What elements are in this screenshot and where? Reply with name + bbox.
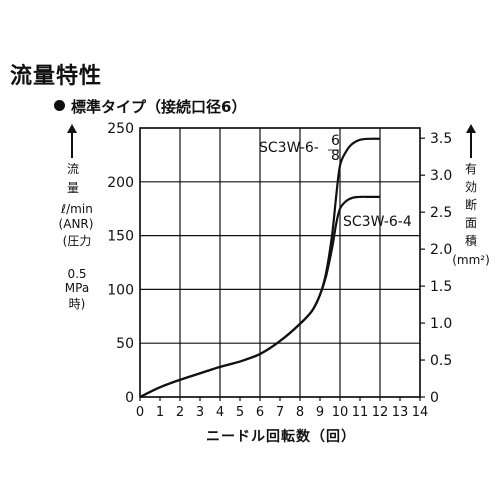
up-arrow-icon-right: [466, 124, 476, 133]
y2-tick-label-0: 0: [430, 390, 439, 406]
up-arrow-icon: [67, 124, 77, 133]
right-axis-label-4: 面: [464, 216, 477, 230]
chart-title: 流量特性: [10, 64, 103, 89]
left-axis-label-1: 流: [66, 162, 79, 176]
x-tick-label-2: 2: [176, 405, 184, 420]
x-tick-label-14: 14: [412, 405, 429, 420]
x-tick-label-0: 0: [136, 405, 144, 420]
series-label-subscript: 8: [331, 148, 340, 164]
right-axis-arrow-shaft: [470, 132, 472, 158]
x-tick-label-4: 4: [216, 405, 224, 420]
x-axis-label: ニードル回転数（回）: [206, 429, 356, 445]
bullet-icon: [54, 100, 65, 111]
y2-tick-label-3.5: 3.5: [430, 131, 452, 147]
series-label-SC3W-6-6/8: SC3W-6-: [259, 140, 319, 156]
x-tick-label-1: 1: [156, 405, 164, 420]
left-axis-condition-1: (圧力: [62, 234, 92, 248]
right-axis-label-5: 積: [464, 234, 477, 248]
y-tick-label-200: 200: [107, 175, 134, 191]
left-axis-label-2: 量: [66, 181, 79, 195]
y2-tick-label-1.5: 1.5: [430, 279, 452, 295]
y2-tick-label-3.0: 3.0: [430, 168, 452, 184]
right-axis-label-3: 断: [464, 198, 477, 212]
y-tick-label-150: 150: [107, 229, 134, 245]
x-tick-label-8: 8: [296, 405, 304, 420]
left-axis-condition-2: 0.5: [67, 267, 87, 281]
y-tick-label-50: 50: [116, 336, 134, 352]
left-axis-condition-4: 時): [68, 297, 86, 311]
x-tick-label-7: 7: [276, 405, 284, 420]
left-axis-unit2: (ANR): [58, 217, 94, 231]
series-line-SC3W-6-4: [139, 195, 380, 398]
x-tick-label-10: 10: [332, 405, 349, 420]
subtitle-text: 標準タイプ（接続口径6）: [71, 98, 247, 116]
x-tick-label-11: 11: [352, 405, 369, 420]
right-axis-label-1: 有: [464, 162, 477, 176]
plot-frame: [139, 127, 421, 398]
left-axis-arrow-shaft: [71, 132, 73, 158]
y2-tick-label-1.0: 1.0: [430, 316, 452, 332]
y2-tick-label-2.0: 2.0: [430, 242, 452, 258]
chart-subtitle: 標準タイプ（接続口径6）: [54, 96, 246, 117]
x-tick-label-3: 3: [196, 405, 204, 420]
y-tick-label-0: 0: [125, 390, 134, 406]
x-tick-label-9: 9: [316, 405, 324, 420]
x-tick-label-5: 5: [236, 405, 244, 420]
x-tick-label-6: 6: [256, 405, 264, 420]
y-tick-label-250: 250: [107, 121, 134, 137]
left-axis-unit: ℓ/min: [61, 202, 93, 216]
x-tick-label-13: 13: [392, 405, 409, 420]
left-axis-condition-3: MPa: [64, 281, 90, 295]
y-tick-label-100: 100: [107, 282, 134, 298]
series-label-SC3W-6-4: SC3W-6-4: [343, 214, 412, 230]
series-label-superscript: 6: [331, 133, 340, 149]
y2-tick-label-0.5: 0.5: [430, 353, 452, 369]
x-tick-label-12: 12: [372, 405, 389, 420]
right-axis-label-2: 効: [464, 180, 477, 194]
right-axis-unit: (mm²): [452, 253, 490, 267]
y2-tick-label-2.5: 2.5: [430, 205, 452, 221]
